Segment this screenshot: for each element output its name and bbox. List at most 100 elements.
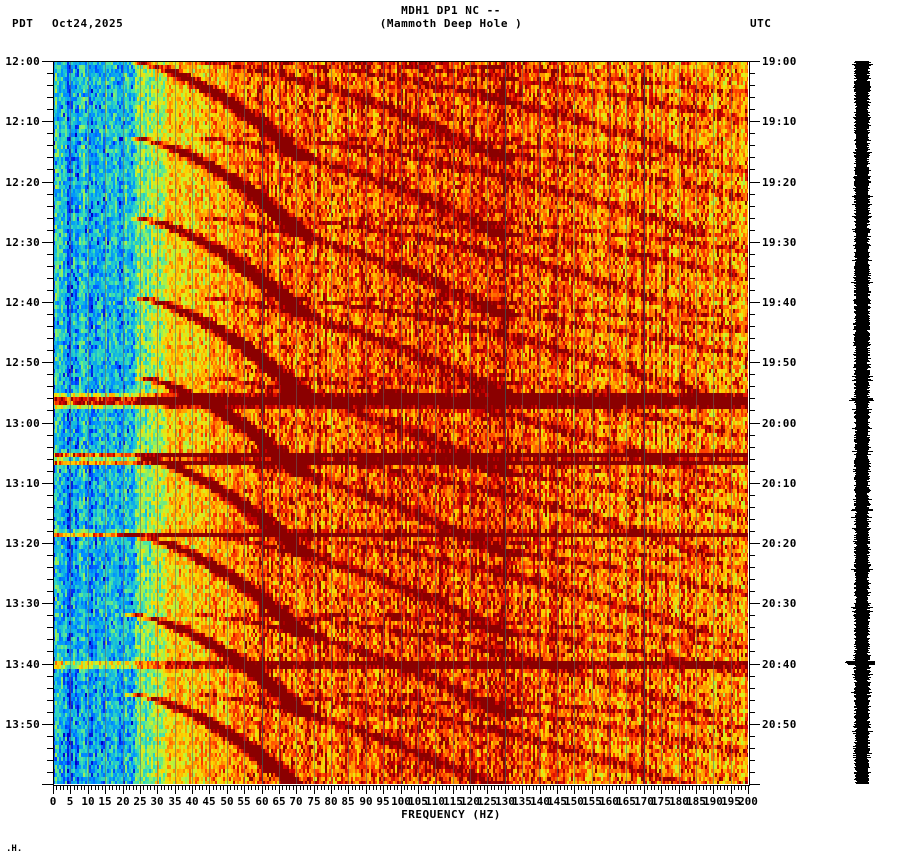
x-axis-major-tick: [279, 785, 280, 794]
x-axis-minor-tick: [508, 785, 509, 790]
x-axis-label: 145: [547, 795, 567, 808]
y-axis-minor-tick-right: [749, 736, 755, 737]
right-timezone-label: UTC: [750, 17, 772, 30]
x-axis-minor-tick: [376, 785, 377, 790]
x-axis-major-tick: [366, 785, 367, 794]
x-axis-minor-tick: [512, 785, 513, 790]
x-axis-minor-tick: [230, 785, 231, 790]
left-timezone-label: PDT: [12, 17, 34, 30]
y-axis-minor-tick-right: [749, 278, 755, 279]
x-axis-minor-tick: [147, 785, 148, 790]
frequency-axis-title: FREQUENCY (HZ): [401, 808, 501, 821]
x-axis-minor-tick: [206, 785, 207, 790]
y-axis-label-right: 19:30: [762, 236, 797, 249]
x-axis-minor-tick: [268, 785, 269, 790]
x-axis-minor-tick: [397, 785, 398, 790]
y-axis-minor-tick-right: [749, 314, 755, 315]
x-axis-label: 25: [133, 795, 147, 808]
y-axis-label-left: 12:20: [5, 176, 40, 189]
x-axis-major-tick: [227, 785, 228, 794]
x-axis-minor-tick: [404, 785, 405, 790]
x-axis-label: 60: [255, 795, 269, 808]
x-axis-label: 135: [512, 795, 532, 808]
x-axis-label: 185: [686, 795, 706, 808]
x-axis-major-tick: [70, 785, 71, 794]
x-axis-label: 55: [237, 795, 251, 808]
x-axis-major-tick: [592, 785, 593, 794]
y-axis-label-left: 12:10: [5, 115, 40, 128]
y-axis-label-right: 20:00: [762, 417, 797, 430]
x-axis-minor-tick: [334, 785, 335, 790]
x-axis-minor-tick: [428, 785, 429, 790]
x-axis-minor-tick: [195, 785, 196, 790]
y-axis-label-right: 20:40: [762, 658, 797, 671]
x-axis-major-tick: [314, 785, 315, 794]
y-axis-major-tick-left: [42, 603, 53, 604]
y-axis-minor-tick-right: [749, 567, 755, 568]
x-axis-minor-tick: [602, 785, 603, 790]
x-axis-minor-tick: [258, 785, 259, 790]
y-axis-minor-tick-right: [749, 772, 755, 773]
x-axis-label: 140: [530, 795, 550, 808]
x-axis-minor-tick: [741, 785, 742, 790]
x-axis-major-tick: [540, 785, 541, 794]
x-axis-major-tick: [401, 785, 402, 794]
y-axis-minor-tick-right: [749, 338, 755, 339]
x-axis-minor-tick: [526, 785, 527, 790]
x-axis-minor-tick: [213, 785, 214, 790]
x-axis-minor-tick: [387, 785, 388, 790]
corner-artifact-mark: .H.: [6, 844, 23, 854]
x-axis-minor-tick: [109, 785, 110, 790]
x-axis-minor-tick: [581, 785, 582, 790]
x-axis-label: 190: [703, 795, 723, 808]
x-axis-minor-tick: [237, 785, 238, 790]
x-axis-minor-tick: [529, 785, 530, 790]
y-axis-minor-tick-right: [749, 230, 755, 231]
x-axis-minor-tick: [623, 785, 624, 790]
y-axis-minor-tick-right: [749, 133, 755, 134]
x-axis-minor-tick: [734, 785, 735, 790]
x-axis-label: 115: [443, 795, 463, 808]
x-axis-minor-tick: [171, 785, 172, 790]
y-axis-minor-tick-right: [749, 85, 755, 86]
y-axis-major-tick-right: [749, 423, 760, 424]
x-axis-minor-tick: [703, 785, 704, 790]
x-axis-minor-tick: [74, 785, 75, 790]
x-axis-minor-tick: [324, 785, 325, 790]
x-axis-minor-tick: [439, 785, 440, 790]
x-axis-minor-tick: [338, 785, 339, 790]
y-axis-minor-tick-right: [749, 519, 755, 520]
y-axis-minor-tick-right: [749, 73, 755, 74]
page-subtitle: (Mammoth Deep Hole ): [379, 17, 523, 30]
y-axis-label-right: 20:20: [762, 537, 797, 550]
y-axis-minor-tick-right: [749, 579, 755, 580]
x-axis-minor-tick: [185, 785, 186, 790]
x-axis-major-tick: [157, 785, 158, 794]
x-axis-minor-tick: [373, 785, 374, 790]
y-axis-minor-tick-right: [749, 386, 755, 387]
date-label: Oct24,2025: [52, 17, 124, 30]
x-axis-major-tick: [296, 785, 297, 794]
x-axis-minor-tick: [546, 785, 547, 790]
x-axis-major-tick: [383, 785, 384, 794]
amplitude-trace-panel: [845, 61, 875, 784]
x-axis-minor-tick: [303, 785, 304, 790]
y-axis-label-left: 12:00: [5, 55, 40, 68]
y-axis-major-tick-right: [749, 784, 760, 785]
x-axis-minor-tick: [519, 785, 520, 790]
x-axis-minor-tick: [480, 785, 481, 790]
y-axis-minor-tick-right: [749, 555, 755, 556]
x-axis-minor-tick: [112, 785, 113, 790]
x-axis-minor-tick: [494, 785, 495, 790]
spectrogram-plot[interactable]: [53, 61, 748, 784]
x-axis-label: 125: [477, 795, 497, 808]
x-axis-label: 35: [168, 795, 182, 808]
x-axis-minor-tick: [612, 785, 613, 790]
x-axis-minor-tick: [654, 785, 655, 790]
x-axis-minor-tick: [56, 785, 57, 790]
y-axis-minor-tick-right: [749, 326, 755, 327]
x-axis-label: 180: [669, 795, 689, 808]
y-axis-minor-tick-right: [749, 627, 755, 628]
x-axis-major-tick: [453, 785, 454, 794]
y-axis-minor-tick-right: [749, 266, 755, 267]
